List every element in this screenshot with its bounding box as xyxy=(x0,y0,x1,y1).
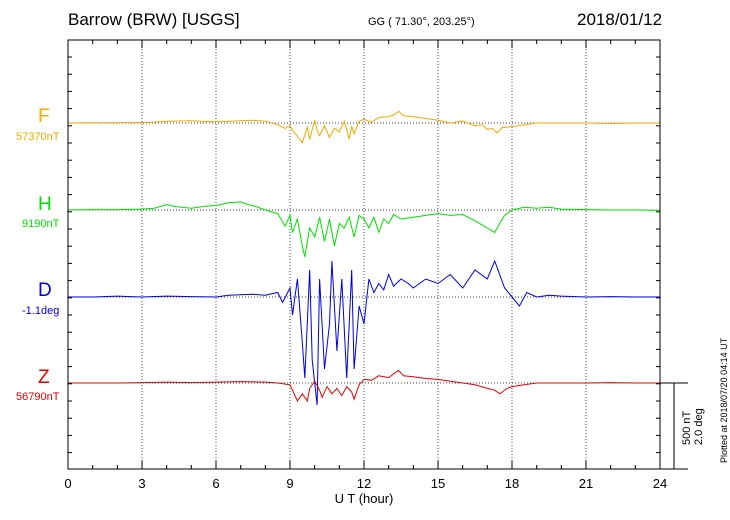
x-tick-label: 9 xyxy=(286,476,293,491)
series-label-f: F xyxy=(38,106,50,127)
axis-ticks: 0 3 6 9 12 15 18 21 24 U T (hour) xyxy=(64,40,667,506)
series-label-h: H xyxy=(38,194,52,215)
series-baseline-h: 9190nT xyxy=(22,218,60,230)
series-lines xyxy=(67,110,661,406)
x-tick-label: 21 xyxy=(579,476,593,491)
grid-lines xyxy=(141,40,587,469)
scale-label-deg: 2.0 deg xyxy=(693,408,705,445)
scale-bar: 500 nT 2.0 deg xyxy=(660,382,705,470)
series-baseline-d: -1.1deg xyxy=(22,305,60,317)
x-tick-label: 0 xyxy=(64,476,71,491)
series-line-h xyxy=(67,201,661,257)
x-tick-label: 6 xyxy=(212,476,219,491)
station-title: Barrow (BRW) [USGS] xyxy=(68,10,240,29)
scale-label-nt: 500 nT xyxy=(681,410,693,445)
x-tick-label: 15 xyxy=(431,476,445,491)
x-tick-label: 18 xyxy=(505,476,519,491)
series-line-f xyxy=(67,110,660,144)
x-tick-label: 3 xyxy=(138,476,145,491)
date-label: 2018/01/12 xyxy=(577,10,663,29)
coordinates-label: GG ( 71.30°, 203.25°) xyxy=(368,16,475,28)
plot-frame xyxy=(67,39,661,470)
series-baseline-f: 57370nT xyxy=(16,131,60,143)
series-label-d: D xyxy=(38,280,52,301)
x-tick-label: 12 xyxy=(357,476,371,491)
series-label-z: Z xyxy=(38,367,50,388)
x-tick-label: 24 xyxy=(653,476,667,491)
series-line-d xyxy=(68,259,660,406)
series-baseline-z: 56790nT xyxy=(16,391,60,403)
series-line-z xyxy=(68,369,660,403)
x-axis-label: U T (hour) xyxy=(335,491,394,506)
